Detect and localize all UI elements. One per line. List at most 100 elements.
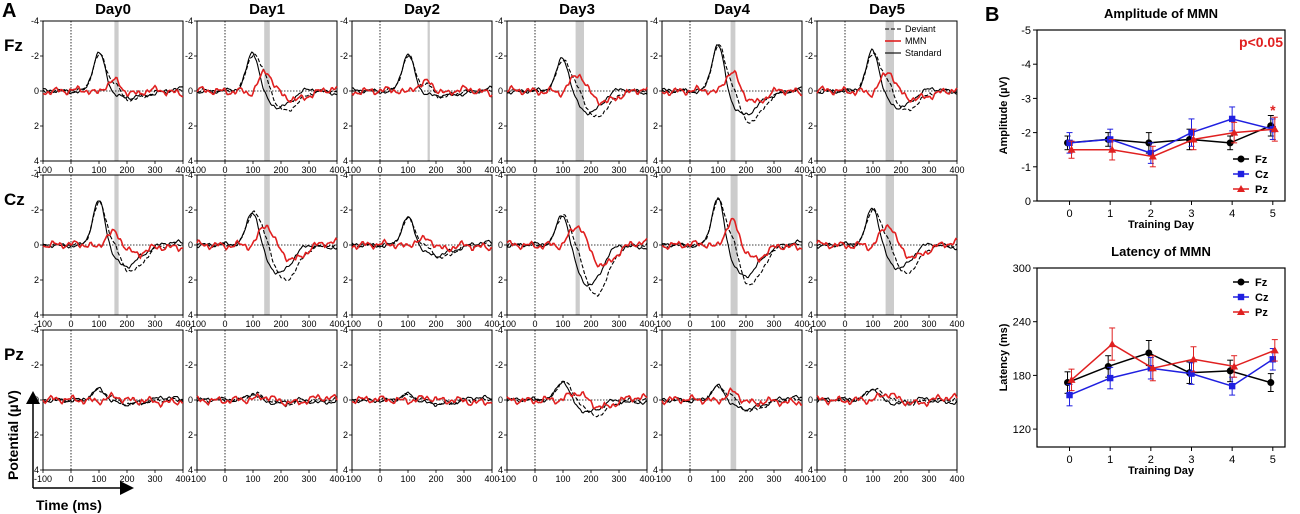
deviant-waveform (196, 210, 338, 282)
x-tick-label: 100 (91, 165, 106, 175)
lat-point-Pz (1148, 364, 1157, 372)
y-tick-label: 0 (498, 395, 503, 405)
y-tick-label: -4 (185, 16, 193, 26)
amp-series-line-Pz (1071, 128, 1275, 158)
mmn-waveform (506, 225, 648, 268)
x-tick-label: -100 (188, 319, 206, 329)
y-tick-label: -4 (185, 170, 193, 180)
amp-point-Cz (1147, 149, 1155, 157)
x-tick-label: 0 (68, 474, 73, 484)
x-tick-label: 100 (245, 319, 260, 329)
x-tick-label: 400 (175, 319, 190, 329)
amp-legend-label-Fz: Fz (1255, 154, 1268, 166)
lat-y-tick-label: 300 (1013, 263, 1031, 275)
axis-arrow-y-label: Potential (µV) (5, 390, 21, 480)
lat-x-tick-label: 1 (1107, 454, 1113, 466)
x-tick-label: 300 (611, 319, 626, 329)
y-tick-label: 0 (188, 240, 193, 250)
y-tick-label: 2 (653, 430, 658, 440)
x-tick-label: 0 (842, 474, 847, 484)
y-tick-label: -4 (340, 170, 348, 180)
y-tick-label: 4 (188, 156, 193, 166)
lat-xlabel: Training Day (1128, 465, 1195, 477)
y-tick-label: -4 (31, 16, 39, 26)
mmn-waveform (661, 217, 803, 263)
x-tick-label: -100 (34, 165, 52, 175)
axis-arrow-x-label: Time (ms) (36, 497, 102, 513)
day-title-Day1: Day1 (249, 1, 285, 18)
y-tick-label: 0 (653, 395, 658, 405)
x-tick-label: 400 (949, 319, 964, 329)
x-tick-label: 300 (766, 165, 781, 175)
x-tick-label: 100 (245, 165, 260, 175)
y-tick-label: 4 (34, 310, 39, 320)
y-tick-label: 4 (188, 310, 193, 320)
y-tick-label: -2 (340, 360, 348, 370)
y-tick-label: 0 (498, 240, 503, 250)
y-tick-label: -4 (495, 170, 503, 180)
lat-point-Fz (1267, 379, 1275, 387)
row-label-Fz: Fz (4, 36, 23, 55)
x-tick-label: -100 (188, 165, 206, 175)
amp-y-tick-label: -3 (1021, 93, 1031, 105)
y-tick-label: 2 (34, 275, 39, 285)
y-tick-label: -4 (805, 170, 813, 180)
y-tick-label: 2 (188, 275, 193, 285)
y-tick-label: 0 (653, 86, 658, 96)
erp-subplot-Cz-Day5: -4 -2 0 2 4-100 0 100 200 300 400 (805, 170, 965, 329)
day-title-Day5: Day5 (869, 1, 905, 18)
lat-legend-marker-Cz (1237, 293, 1245, 301)
amp-significance-annotation: p<0.05 (1239, 34, 1283, 50)
x-tick-label: -100 (653, 165, 671, 175)
x-tick-label: 0 (222, 474, 227, 484)
lat-point-Pz (1108, 340, 1117, 348)
deviant-waveform (42, 200, 184, 273)
y-tick-label: 2 (188, 430, 193, 440)
lat-legend-label-Cz: Cz (1255, 292, 1269, 304)
x-tick-label: 0 (377, 474, 382, 484)
y-tick-label: 0 (188, 86, 193, 96)
x-tick-label: 0 (377, 319, 382, 329)
x-tick-label: 100 (245, 474, 260, 484)
x-tick-label: -100 (34, 474, 52, 484)
amp-x-tick-label: 1 (1107, 208, 1113, 220)
x-tick-label: 400 (484, 319, 499, 329)
y-tick-label: 4 (34, 156, 39, 166)
legend-label-deviant: Deviant (905, 24, 936, 34)
x-tick-label: 200 (273, 319, 288, 329)
lat-series-line-Pz (1071, 343, 1276, 381)
y-tick-label: -2 (31, 360, 39, 370)
y-tick-label: 4 (343, 465, 348, 475)
x-tick-label: 200 (738, 165, 753, 175)
amp-ylabel: Amplitude (µV) (998, 76, 1010, 154)
y-tick-label: -4 (340, 325, 348, 335)
x-tick-label: 200 (583, 165, 598, 175)
x-tick-label: 400 (329, 165, 344, 175)
x-tick-label: -100 (343, 319, 361, 329)
x-tick-label: 0 (222, 319, 227, 329)
mmn-waveform (506, 391, 648, 410)
y-tick-label: 4 (653, 310, 658, 320)
amp-x-tick-label: 2 (1148, 208, 1154, 220)
y-tick-label: 4 (34, 465, 39, 475)
amp-point-Pz (1148, 152, 1157, 160)
y-tick-label: 0 (808, 240, 813, 250)
x-tick-label: 400 (175, 165, 190, 175)
y-tick-label: -2 (650, 360, 658, 370)
y-tick-label: 0 (498, 86, 503, 96)
amp-legend-marker-Cz (1237, 170, 1245, 178)
y-tick-label: -2 (805, 205, 813, 215)
x-tick-label: 400 (949, 474, 964, 484)
x-tick-label: 100 (710, 165, 725, 175)
x-tick-label: 0 (687, 165, 692, 175)
y-tick-label: 0 (653, 240, 658, 250)
lat-point-Cz (1228, 382, 1236, 390)
lat-legend-label-Pz: Pz (1255, 307, 1268, 319)
x-tick-label: 200 (428, 319, 443, 329)
y-tick-label: -2 (185, 360, 193, 370)
